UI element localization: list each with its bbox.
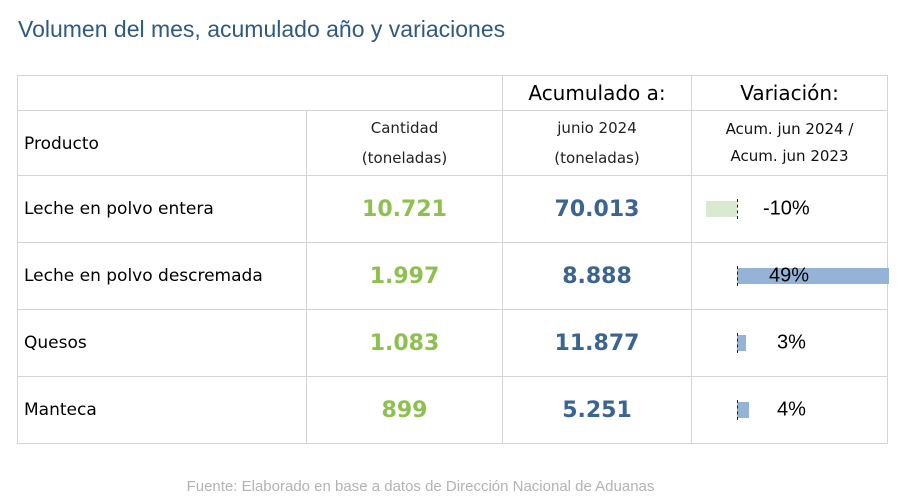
header-row-bottom: Producto Cantidad (toneladas) junio 2024…	[17, 110, 888, 176]
acumulado-value: 8.888	[502, 242, 692, 310]
header-acumulado-line2: (toneladas)	[554, 149, 640, 167]
header-variacion-line1: Acum. jun 2024 /	[725, 120, 854, 138]
variacion-cell: 49%	[691, 242, 889, 310]
header-cantidad-line2: (toneladas)	[361, 149, 448, 167]
source-note: Fuente: Elaborado en base a datos de Dir…	[186, 478, 655, 495]
variacion-label: -10%	[763, 197, 810, 220]
variacion-bar	[737, 268, 889, 284]
table-row: Leche en polvo descremada 1.997 8.888 49…	[17, 242, 889, 310]
header-variacion-line2: Acum. jun 2023	[730, 147, 849, 165]
variacion-axis	[737, 266, 738, 286]
variacion-bar	[737, 402, 750, 418]
data-table: Acumulado a: Variación: Producto Cantida…	[17, 75, 889, 444]
variacion-bar	[706, 201, 737, 217]
header-producto: Producto	[17, 110, 307, 176]
header-acumulado: junio 2024 (toneladas)	[502, 110, 692, 176]
header-cantidad: Cantidad (toneladas)	[306, 110, 503, 176]
variacion-cell: -10%	[691, 175, 888, 243]
variacion-cell: 3%	[691, 309, 888, 377]
variacion-axis	[737, 400, 738, 420]
header-variacion-title: Variación:	[691, 75, 888, 111]
header-variacion: Acum. jun 2024 / Acum. jun 2023	[691, 110, 888, 176]
product-name: Leche en polvo descremada	[17, 242, 307, 310]
acumulado-value: 70.013	[502, 175, 692, 243]
header-acumulado-line1: junio 2024	[557, 119, 637, 137]
header-acumulado-title: Acumulado a:	[502, 75, 692, 111]
product-name: Manteca	[17, 376, 307, 444]
page-title: Volumen del mes, acumulado año y variaci…	[18, 16, 506, 42]
table-row: Leche en polvo entera 10.721 70.013 -10%	[17, 175, 888, 243]
variacion-bar	[737, 335, 747, 351]
variacion-axis	[737, 199, 738, 219]
cantidad-value: 1.997	[306, 242, 503, 310]
cantidad-value: 1.083	[306, 309, 503, 377]
variacion-axis	[737, 333, 738, 353]
cantidad-value: 899	[306, 376, 503, 444]
product-name: Quesos	[17, 309, 307, 377]
table-row: Manteca 899 5.251 4%	[17, 376, 888, 444]
header-row-top: Acumulado a: Variación:	[17, 75, 888, 111]
acumulado-value: 5.251	[502, 376, 692, 444]
header-blank-cell	[17, 75, 503, 111]
variacion-label: 49%	[769, 264, 810, 287]
variacion-label: 4%	[777, 398, 806, 421]
acumulado-value: 11.877	[502, 309, 692, 377]
product-name: Leche en polvo entera	[17, 175, 307, 243]
variacion-label: 3%	[777, 331, 806, 354]
cantidad-value: 10.721	[306, 175, 503, 243]
table-row: Quesos 1.083 11.877 3%	[17, 309, 888, 377]
header-cantidad-line1: Cantidad	[370, 119, 439, 137]
variacion-cell: 4%	[691, 376, 888, 444]
